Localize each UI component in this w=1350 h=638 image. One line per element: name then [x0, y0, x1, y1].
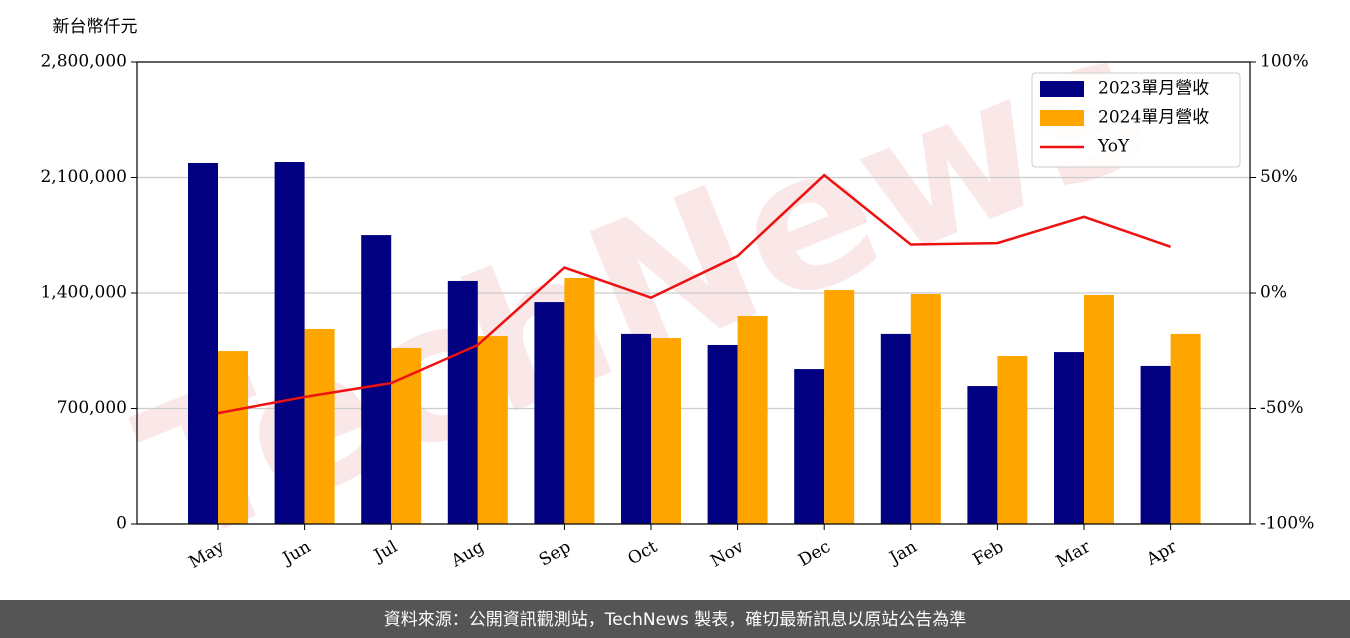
x-tick-label: Jul [369, 537, 401, 567]
bar [477, 336, 508, 524]
bar [391, 347, 422, 524]
y-tick-label: 700,000 [57, 398, 127, 418]
x-tick-label: Oct [625, 537, 661, 570]
y2-tick-label: 0% [1260, 283, 1287, 303]
y-axis-label: 新台幣仟元 [53, 17, 138, 37]
bar [651, 338, 681, 524]
footer-bar [0, 600, 1350, 638]
bar [534, 302, 565, 524]
x-tick-label: Sep [536, 537, 574, 571]
legend-swatch [1040, 81, 1084, 97]
bar [304, 328, 335, 524]
bar [880, 333, 911, 524]
bar [274, 161, 305, 525]
bar [910, 293, 941, 524]
plot-frame [136, 61, 1251, 525]
bar [1170, 333, 1201, 524]
bar [967, 386, 998, 524]
y-tick-label: 2,100,000 [40, 167, 127, 187]
x-tick-label: Jan [885, 537, 921, 569]
y-tick-label: 2,800,000 [40, 52, 127, 72]
y2-tick-label: -50% [1260, 398, 1304, 418]
y2-tick-label: 50% [1260, 167, 1298, 187]
bar [707, 344, 738, 524]
y2-tick-label: 100% [1260, 52, 1309, 72]
y2-tick-label: -100% [1260, 514, 1314, 534]
bar [794, 369, 825, 524]
legend-label: YoY [1097, 137, 1130, 157]
legend-label: 2024單月營收 [1098, 108, 1209, 128]
bar [737, 315, 768, 524]
x-tick-label: Dec [795, 537, 834, 571]
y-tick-label: 0 [116, 514, 127, 534]
bar [824, 290, 855, 524]
x-tick-label: Feb [970, 537, 1008, 570]
bar [218, 351, 248, 524]
footer-text: 資料來源：公開資訊觀測站，TechNews 製表，確切最新訊息以原站公告為準 [384, 610, 966, 630]
bar [361, 235, 392, 524]
bar [1084, 294, 1114, 524]
bar [564, 277, 595, 524]
legend-label: 2023單月營收 [1098, 79, 1209, 99]
x-tick-label: Aug [447, 537, 488, 572]
bar [621, 333, 651, 524]
bar [1054, 352, 1084, 524]
bar [188, 162, 218, 525]
y-tick-label: 1,400,000 [40, 283, 127, 303]
bar [1140, 365, 1171, 524]
bar [997, 356, 1028, 524]
bar [447, 280, 478, 524]
x-tick-label: Apr [1142, 536, 1181, 570]
line [217, 173, 1172, 415]
x-tick-label: Nov [707, 537, 747, 572]
legend-swatch [1040, 110, 1084, 126]
x-tick-label: Mar [1053, 536, 1095, 572]
